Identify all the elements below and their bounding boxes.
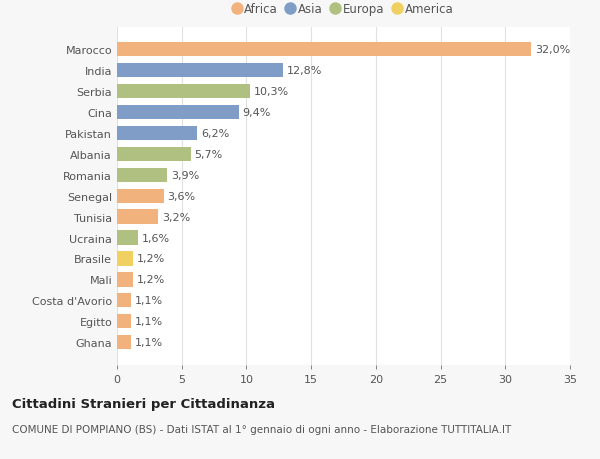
Bar xyxy=(117,273,133,287)
Bar xyxy=(117,126,197,140)
Bar xyxy=(117,106,239,120)
Legend: Africa, Asia, Europa, America: Africa, Asia, Europa, America xyxy=(232,0,455,18)
Bar xyxy=(117,294,131,308)
Text: 5,7%: 5,7% xyxy=(194,150,223,159)
Text: COMUNE DI POMPIANO (BS) - Dati ISTAT al 1° gennaio di ogni anno - Elaborazione T: COMUNE DI POMPIANO (BS) - Dati ISTAT al … xyxy=(12,425,511,435)
Bar xyxy=(117,43,531,57)
Bar xyxy=(117,168,167,182)
Bar xyxy=(117,252,133,266)
Bar xyxy=(117,84,250,99)
Bar xyxy=(117,210,158,224)
Text: 3,9%: 3,9% xyxy=(172,170,200,180)
Bar xyxy=(117,231,138,245)
Text: 9,4%: 9,4% xyxy=(242,108,271,118)
Text: 1,2%: 1,2% xyxy=(136,275,164,285)
Text: Cittadini Stranieri per Cittadinanza: Cittadini Stranieri per Cittadinanza xyxy=(12,397,275,410)
Text: 3,2%: 3,2% xyxy=(162,212,191,222)
Text: 1,1%: 1,1% xyxy=(135,337,163,347)
Bar xyxy=(117,336,131,350)
Text: 1,1%: 1,1% xyxy=(135,296,163,306)
Text: 10,3%: 10,3% xyxy=(254,87,289,97)
Bar xyxy=(117,64,283,78)
Text: 32,0%: 32,0% xyxy=(535,45,571,55)
Bar xyxy=(117,314,131,329)
Bar xyxy=(117,147,191,162)
Text: 6,2%: 6,2% xyxy=(201,129,229,139)
Text: 1,1%: 1,1% xyxy=(135,317,163,326)
Bar xyxy=(117,189,164,203)
Text: 1,6%: 1,6% xyxy=(142,233,170,243)
Text: 12,8%: 12,8% xyxy=(287,66,322,76)
Text: 1,2%: 1,2% xyxy=(136,254,164,264)
Text: 3,6%: 3,6% xyxy=(167,191,196,201)
